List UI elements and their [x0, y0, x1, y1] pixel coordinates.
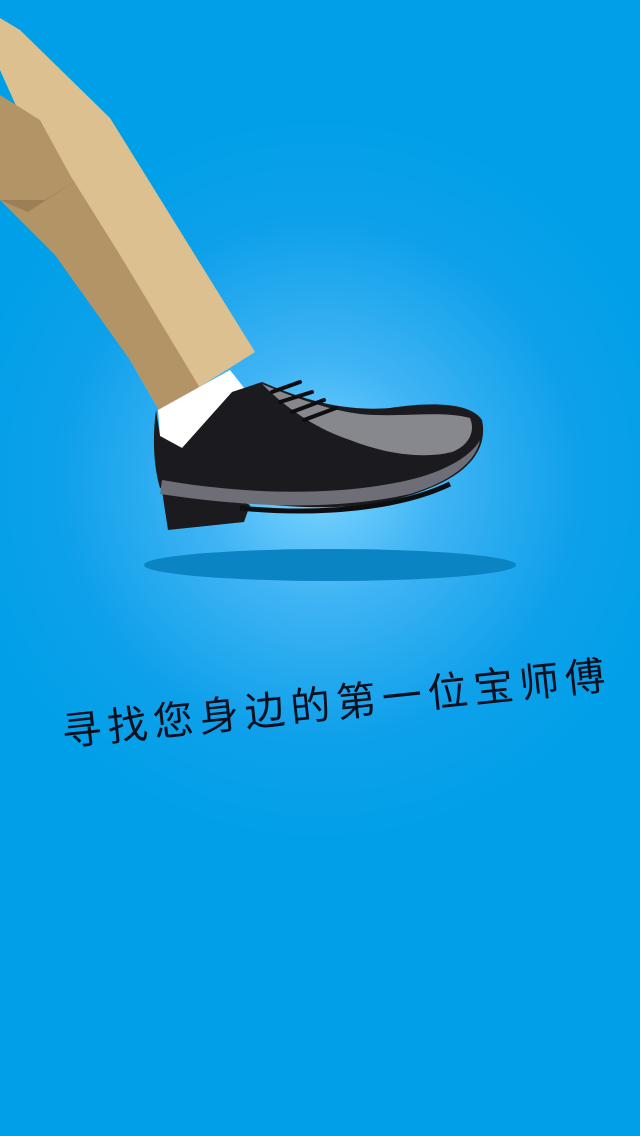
shoe-side-highlight [160, 440, 480, 506]
trouser-leg-shade [0, 95, 200, 412]
shoe-body [153, 382, 484, 508]
slogan-text: 寻找您身边的第一位宝师傅 [59, 652, 614, 757]
leg-shoe-illustration [0, 18, 516, 581]
shoe-laces [270, 380, 338, 422]
trouser-crease [0, 178, 80, 212]
shoe-highlight [262, 384, 472, 456]
shoe-shadow [144, 549, 516, 581]
sock [158, 370, 252, 448]
trouser-leg [0, 18, 255, 412]
shoe-sole-line [239, 481, 452, 514]
